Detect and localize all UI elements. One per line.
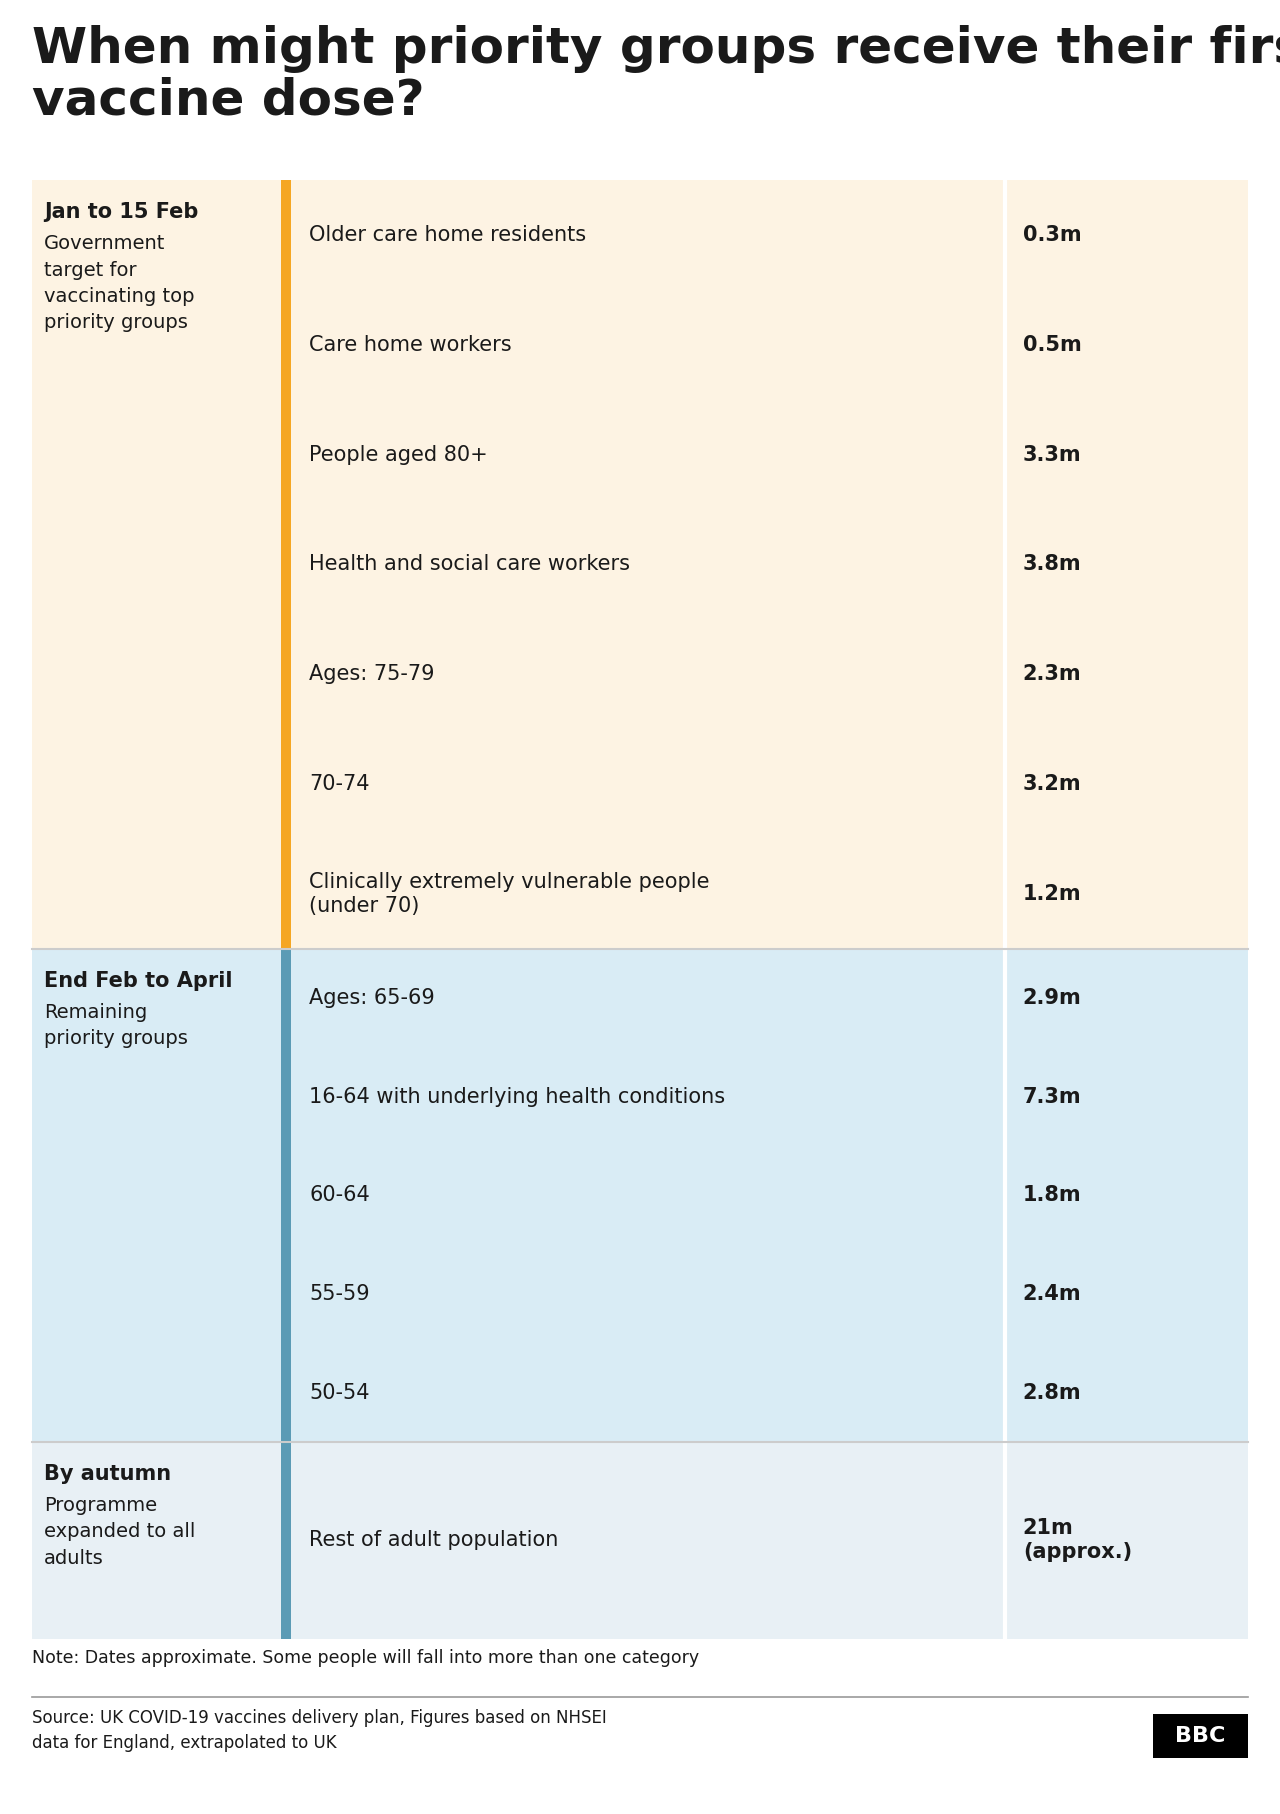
Text: Source: UK COVID-19 vaccines delivery plan, Figures based on NHSEI
data for Engl: Source: UK COVID-19 vaccines delivery pl… (32, 1709, 607, 1752)
Text: Health and social care workers: Health and social care workers (310, 555, 630, 575)
Text: 3.8m: 3.8m (1023, 555, 1082, 575)
Text: Note: Dates approximate. Some people will fall into more than one category: Note: Dates approximate. Some people wil… (32, 1649, 699, 1667)
Bar (292, 1442, 1005, 1640)
Text: BBC: BBC (1175, 1725, 1226, 1747)
Text: Clinically extremely vulnerable people
(under 70): Clinically extremely vulnerable people (… (310, 873, 710, 916)
Text: Ages: 65-69: Ages: 65-69 (310, 989, 435, 1009)
Bar (282, 180, 292, 949)
Text: 3.3m: 3.3m (1023, 444, 1082, 464)
Text: 70-74: 70-74 (310, 775, 370, 795)
Bar (292, 949, 1005, 1442)
Text: 55-59: 55-59 (310, 1284, 370, 1304)
Text: 0.3m: 0.3m (1023, 225, 1082, 245)
Text: 1.2m: 1.2m (1023, 883, 1082, 903)
Text: Ages: 75-79: Ages: 75-79 (310, 664, 435, 684)
Bar (32, 949, 282, 1442)
Text: 0.5m: 0.5m (1023, 336, 1082, 356)
Bar (1153, 1714, 1248, 1758)
Bar (282, 1442, 292, 1640)
Text: Government
target for
vaccinating top
priority groups: Government target for vaccinating top pr… (44, 234, 195, 332)
Bar (1005, 1442, 1248, 1640)
Text: Programme
expanded to all
adults: Programme expanded to all adults (44, 1497, 196, 1567)
Text: By autumn: By autumn (44, 1464, 172, 1484)
Text: Remaining
priority groups: Remaining priority groups (44, 1003, 188, 1048)
Bar (1005, 949, 1248, 1442)
Text: 2.8m: 2.8m (1023, 1382, 1082, 1402)
Text: End Feb to April: End Feb to April (44, 970, 233, 990)
Bar (32, 1442, 282, 1640)
Text: 60-64: 60-64 (310, 1185, 370, 1204)
Text: 1.8m: 1.8m (1023, 1185, 1082, 1204)
Text: 7.3m: 7.3m (1023, 1087, 1082, 1107)
Text: 50-54: 50-54 (310, 1382, 370, 1402)
Text: 21m
(approx.): 21m (approx.) (1023, 1518, 1132, 1562)
Text: 2.9m: 2.9m (1023, 989, 1082, 1009)
Bar (32, 180, 282, 949)
Text: 16-64 with underlying health conditions: 16-64 with underlying health conditions (310, 1087, 726, 1107)
Text: People aged 80+: People aged 80+ (310, 444, 488, 464)
Text: Care home workers: Care home workers (310, 336, 512, 356)
Text: Rest of adult population: Rest of adult population (310, 1531, 558, 1551)
Text: 2.3m: 2.3m (1023, 664, 1082, 684)
Text: 2.4m: 2.4m (1023, 1284, 1082, 1304)
Bar (282, 949, 292, 1442)
Text: When might priority groups receive their first
vaccine dose?: When might priority groups receive their… (32, 25, 1280, 125)
Text: Jan to 15 Feb: Jan to 15 Feb (44, 201, 198, 221)
Text: 3.2m: 3.2m (1023, 775, 1082, 795)
Bar (292, 180, 1005, 949)
Text: Older care home residents: Older care home residents (310, 225, 586, 245)
Bar (1005, 180, 1248, 949)
